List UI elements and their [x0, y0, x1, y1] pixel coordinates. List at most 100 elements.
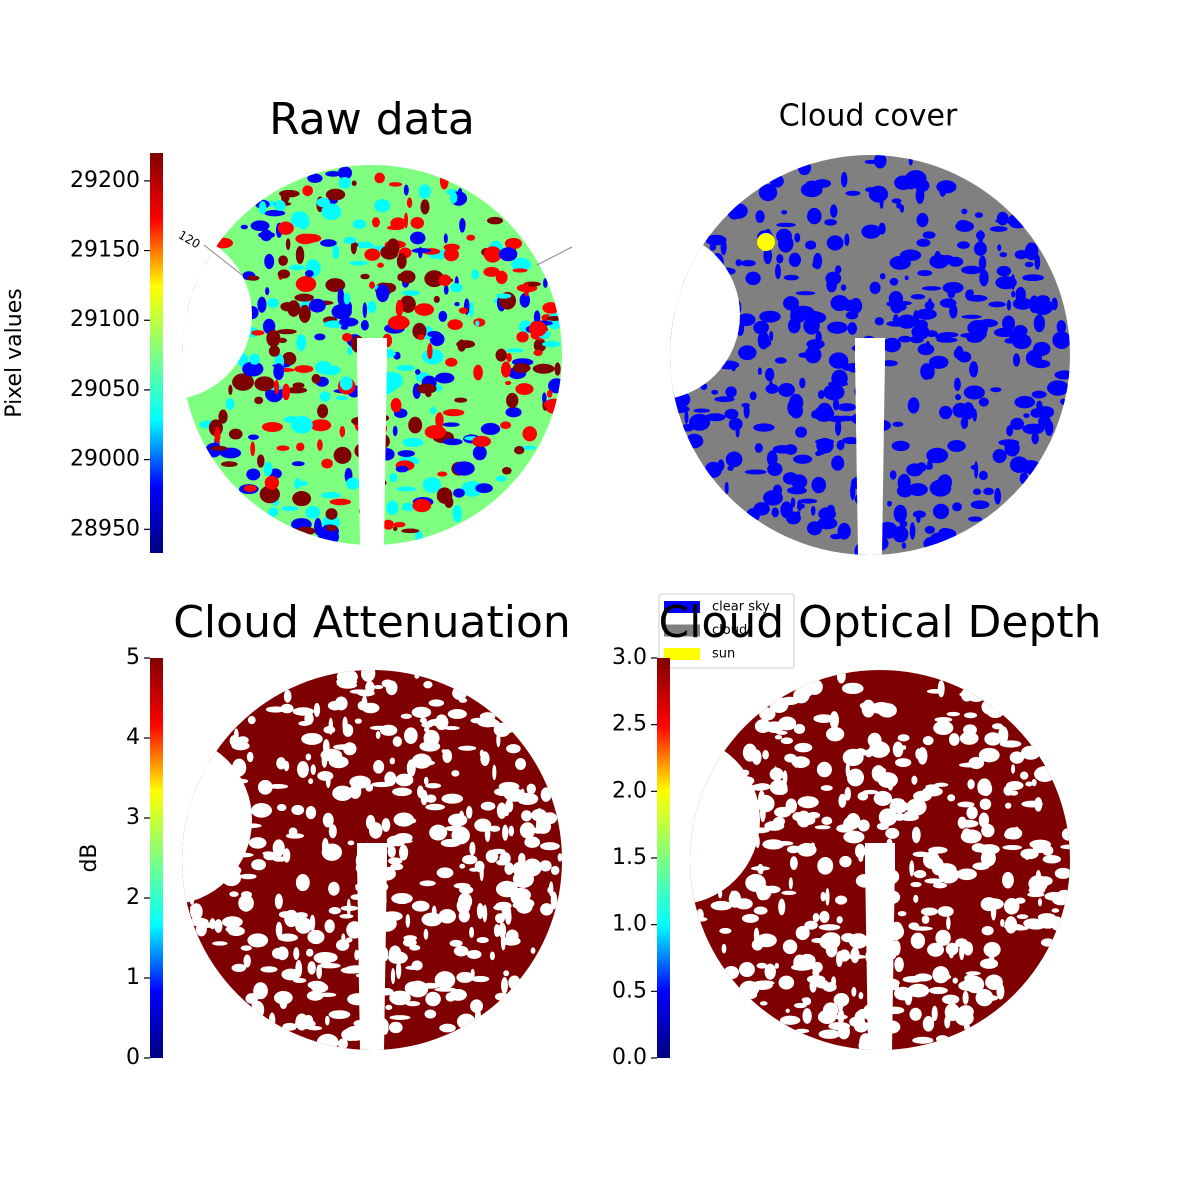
image-texture: [1061, 828, 1070, 841]
image-texture: [979, 269, 989, 287]
image-texture: [554, 362, 561, 376]
image-texture: [325, 771, 331, 789]
image-texture: [807, 811, 821, 819]
image-texture: [749, 391, 757, 401]
image-texture: [317, 439, 323, 451]
image-texture: [925, 330, 938, 338]
image-texture: [783, 296, 800, 311]
image-texture: [282, 352, 297, 366]
image-texture: [548, 881, 554, 897]
image-texture: [511, 257, 532, 273]
image-texture: [385, 1004, 393, 1011]
image-texture: [543, 278, 548, 288]
legend-swatch: [664, 601, 700, 613]
image-texture: [924, 301, 935, 311]
image-texture: [287, 300, 301, 317]
image-texture: [268, 1012, 276, 1029]
image-texture: [341, 933, 346, 944]
image-texture: [536, 808, 543, 818]
image-texture: [893, 504, 907, 523]
image-texture: [289, 264, 305, 271]
image-texture: [831, 369, 848, 388]
image-texture: [295, 873, 310, 892]
image-texture: [386, 500, 399, 515]
image-texture: [725, 386, 737, 398]
image-texture: [759, 310, 781, 323]
image-texture: [434, 987, 457, 992]
image-texture: [254, 396, 264, 405]
image-texture: [978, 812, 990, 828]
image-texture: [857, 819, 870, 832]
image-texture: [442, 409, 465, 417]
image-texture: [328, 907, 341, 915]
image-texture: [373, 684, 384, 690]
image-texture: [439, 171, 449, 190]
image-texture: [418, 184, 431, 199]
image-texture: [264, 475, 280, 490]
image-texture: [826, 235, 844, 251]
image-texture: [399, 270, 416, 284]
image-texture: [453, 945, 469, 957]
image-texture: [504, 862, 514, 875]
image-texture: [774, 962, 780, 969]
image-texture: [758, 790, 766, 809]
image-texture: [825, 888, 830, 906]
image-texture: [1015, 250, 1033, 259]
image-texture: [322, 812, 334, 828]
image-texture: [319, 391, 331, 402]
image-texture: [804, 180, 820, 194]
image-texture: [493, 924, 501, 937]
image-texture: [869, 281, 881, 295]
image-texture: [744, 469, 767, 475]
image-texture: [458, 745, 477, 751]
image-texture: [349, 689, 369, 694]
image-texture: [781, 210, 788, 215]
image-texture: [764, 963, 776, 980]
image-texture: [483, 267, 500, 277]
image-texture: [1021, 800, 1043, 808]
image-texture: [504, 237, 523, 250]
image-texture: [469, 841, 476, 856]
image-texture: [395, 773, 414, 787]
image-texture: [799, 503, 805, 509]
image-texture: [938, 866, 960, 884]
image-texture: [741, 913, 759, 923]
image-texture: [1020, 771, 1029, 780]
image-texture: [263, 461, 273, 477]
image-texture: [1032, 843, 1048, 853]
image-texture: [978, 747, 1000, 763]
image-texture: [989, 226, 1008, 232]
image-texture: [264, 253, 275, 270]
image-texture: [336, 670, 358, 685]
image-texture: [935, 1035, 949, 1043]
image-texture: [386, 840, 394, 850]
image-texture: [906, 463, 924, 477]
image-texture: [337, 1038, 348, 1050]
image-texture: [719, 927, 732, 934]
image-texture: [723, 965, 740, 980]
image-texture: [376, 284, 390, 303]
image-texture: [972, 488, 982, 495]
image-texture: [304, 270, 314, 278]
image-texture: [944, 1015, 951, 1029]
image-texture: [325, 524, 338, 532]
image-texture: [305, 505, 321, 519]
image-texture: [788, 252, 802, 267]
image-texture: [888, 784, 893, 791]
image-texture: [377, 262, 384, 268]
image-texture: [826, 504, 835, 514]
image-texture: [327, 700, 342, 711]
image-texture: [829, 204, 838, 218]
image-texture: [294, 293, 314, 302]
image-texture: [301, 732, 323, 745]
image-texture: [754, 443, 763, 453]
image-texture: [429, 406, 436, 415]
image-texture: [821, 816, 833, 826]
image-texture: [922, 1016, 935, 1032]
image-mask: [182, 735, 252, 905]
panel-title: Cloud cover: [779, 99, 958, 134]
image-texture: [963, 1023, 970, 1031]
image-texture: [970, 464, 979, 470]
image-texture: [247, 933, 269, 948]
